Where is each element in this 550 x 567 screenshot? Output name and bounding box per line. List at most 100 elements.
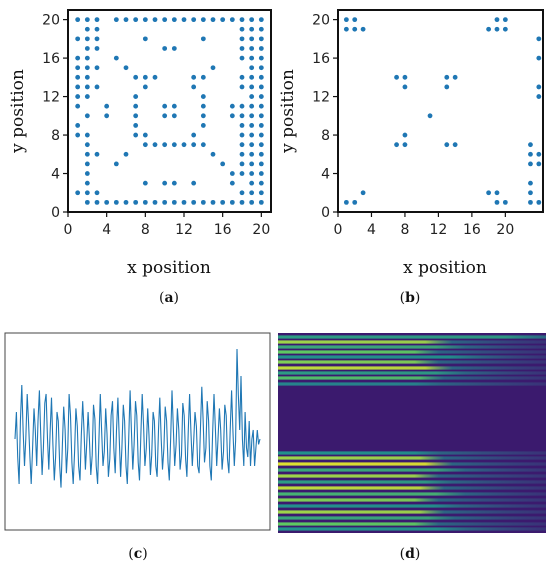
panel-a-point <box>94 65 100 71</box>
panel-a-point <box>229 17 235 23</box>
panel-a-point <box>162 113 168 119</box>
panel-a-point <box>75 94 81 99</box>
panel-a-point <box>84 151 90 157</box>
panel-b-point <box>352 17 358 23</box>
panel-b-point <box>352 26 358 32</box>
panel-c-caption: (c) <box>128 546 147 562</box>
panel-a-ylabel: y position <box>8 69 28 154</box>
panel-a-point <box>210 65 216 71</box>
panel-b-point <box>444 74 450 80</box>
panel-a-point <box>239 161 245 167</box>
panel-a-xtick-label: 4 <box>102 222 111 238</box>
panel-d-bands <box>278 335 546 531</box>
panel-b-point <box>402 84 408 90</box>
panel-a-point <box>239 17 245 23</box>
panel-a-point <box>249 65 255 71</box>
panel-a-point <box>94 190 100 196</box>
panel-a-point <box>123 65 129 71</box>
panel-b-point <box>536 161 542 167</box>
panel-a-point <box>249 161 255 167</box>
panel-a-point <box>239 55 245 61</box>
panel-a-point <box>94 17 100 23</box>
panel-b-point <box>502 17 508 23</box>
panel-a-point <box>258 74 264 80</box>
panel-d-band <box>278 355 546 359</box>
panel-a-point <box>181 142 187 148</box>
panel-a-point <box>84 190 90 196</box>
panel-a-point <box>133 74 139 80</box>
panel-d-band <box>278 371 546 375</box>
panel-a-point <box>104 103 110 109</box>
panel-a-point <box>152 142 158 148</box>
panel-d-band <box>278 474 546 478</box>
panel-a-point <box>249 84 255 90</box>
panel-a-point <box>162 17 168 23</box>
panel-a-point <box>133 132 139 138</box>
panel-a-ytick-label: 8 <box>51 128 60 144</box>
panel-b-point <box>536 84 542 90</box>
panel-b-point <box>502 26 508 32</box>
panel-a-point <box>181 17 187 23</box>
panel-d-band <box>278 345 546 349</box>
panel-b-point <box>528 190 533 196</box>
panel-a-point <box>84 55 90 61</box>
panel-a-point <box>133 17 139 23</box>
panel-a-point <box>191 142 197 148</box>
panel-a-point <box>75 17 81 23</box>
panel-d-band <box>278 462 546 466</box>
panel-d-band <box>278 480 546 484</box>
panel-a-ytick-label: 12 <box>42 90 60 106</box>
panel-a-point <box>229 199 235 205</box>
panel-b-ytick-label: 4 <box>321 167 330 183</box>
panel-a-point <box>258 84 264 90</box>
panel-a-point <box>113 161 119 167</box>
panel-b-point <box>494 26 500 32</box>
panel-a-point <box>75 132 81 138</box>
panel-a-point <box>200 94 206 99</box>
panel-b-xtick-label: 0 <box>334 222 343 238</box>
panel-a-xtick-label: 0 <box>64 222 73 238</box>
panel-b-point <box>528 142 533 148</box>
panel-a-point <box>229 103 235 109</box>
panel-b-xlabel: x position <box>403 258 487 278</box>
panel-d-band <box>278 340 546 344</box>
panel-b-point <box>444 84 450 90</box>
panel-a-point <box>249 113 255 119</box>
panel-a-point <box>191 199 197 205</box>
panel-a-point <box>171 199 177 205</box>
panel-d-band <box>278 350 546 354</box>
panel-a-point <box>239 132 245 138</box>
panel-a-point <box>258 55 264 61</box>
panel-a-point <box>239 123 245 128</box>
panel-a-point <box>229 171 235 176</box>
panel-a-point <box>258 94 264 99</box>
panel-b-point <box>536 94 542 99</box>
panel-a-point <box>258 103 264 109</box>
panel-a-point <box>249 132 255 138</box>
panel-b-point <box>343 199 349 205</box>
panel-a-point <box>249 46 255 51</box>
panel-b-point <box>536 55 542 61</box>
panel-a-point <box>239 199 245 205</box>
panel-a-point <box>84 171 90 176</box>
panel-a-point <box>84 36 90 42</box>
panel-a-point <box>152 74 158 80</box>
panel-a-point <box>239 190 245 196</box>
panel-a-ytick-label: 16 <box>42 51 60 67</box>
panel-d-band <box>278 522 546 526</box>
panel-a-point <box>258 161 264 167</box>
panel-a-xtick-label: 16 <box>214 222 232 238</box>
panel-a-point <box>84 113 90 119</box>
panel-b-scatter: 0 4 8 12 16 20 0 4 8 12 16 20 x position y position… <box>278 9 544 306</box>
panel-a-point <box>191 180 197 186</box>
panel-b-ytick-label: 0 <box>321 205 330 221</box>
panel-a-point <box>84 142 90 148</box>
panel-a-point <box>171 17 177 23</box>
panel-a-point <box>84 132 90 138</box>
panel-c-series-line <box>14 348 261 488</box>
panel-a-point <box>239 103 245 109</box>
panel-d-caption: (d) <box>400 546 421 562</box>
panel-d-band <box>278 366 546 370</box>
panel-a-point <box>200 113 206 119</box>
panel-b-point <box>486 26 492 32</box>
